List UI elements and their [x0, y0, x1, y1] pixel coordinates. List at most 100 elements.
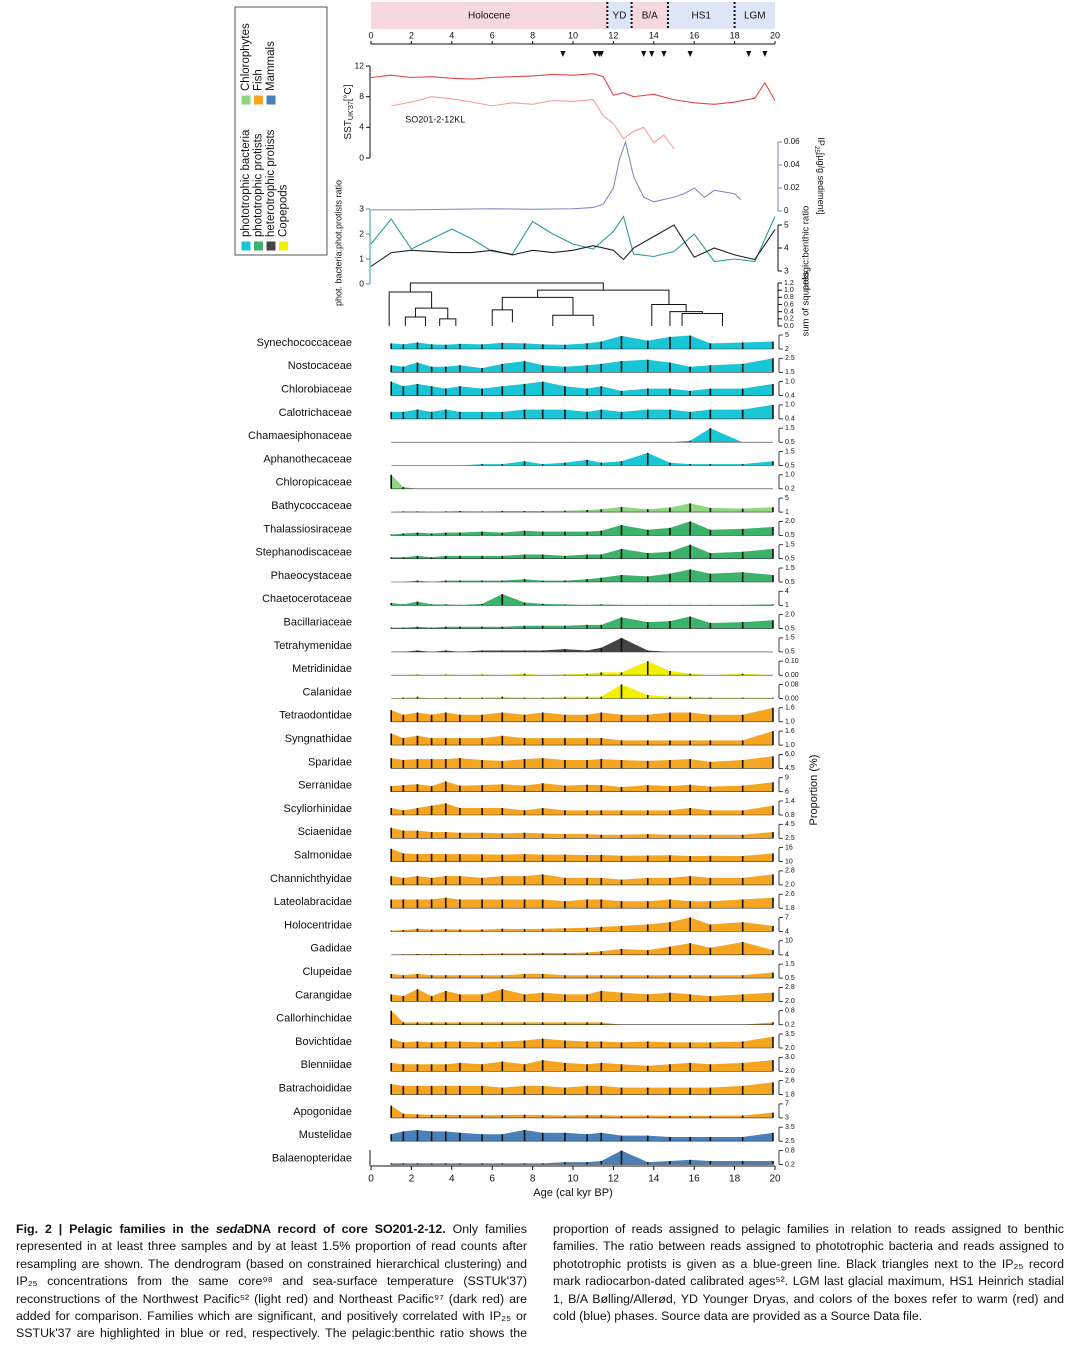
family-area [391, 616, 773, 629]
family-label: Serranidae [298, 780, 352, 792]
family-label: Tetraodontidae [279, 710, 352, 722]
scale-label: 1 [785, 602, 789, 609]
axis-label: IP25[µg/g sediment] [813, 137, 826, 214]
axis-label: phot. bacteria:phot.protists ratio [333, 180, 343, 306]
scale-label: 0.10 [785, 658, 799, 665]
scale-label: 4 [785, 588, 789, 595]
y-tick-label: 0.2 [784, 316, 794, 323]
scale-label: 0.08 [785, 681, 799, 688]
scale-label: 1.0 [785, 378, 795, 385]
scale-label: 2.0 [785, 882, 795, 889]
dated-age-triangle [598, 51, 604, 57]
family-label: Apogonidae [293, 1106, 352, 1118]
family-label: Syngnathidae [285, 733, 352, 745]
y-tick-label: 0 [359, 152, 364, 162]
family-label: Chamaesiphonaceae [248, 430, 352, 442]
scale-label: 1 [785, 509, 789, 516]
scale-label: 0.8 [785, 812, 795, 819]
scale-label: 16 [785, 844, 793, 851]
family-label: Nostocaceae [288, 360, 352, 372]
scale-label: 2.5 [785, 835, 795, 842]
period-label: B/A [642, 11, 658, 22]
axis-label-part: IP [816, 137, 826, 146]
scale-label: 2.5 [785, 355, 795, 362]
scale-label: 0.5 [785, 579, 795, 586]
scale-label: 6.0 [785, 751, 795, 758]
family-label: Chaetocerotaceae [262, 593, 352, 605]
y-tick-label: 0.8 [784, 294, 794, 301]
scale-label: 2.5 [785, 1138, 795, 1145]
scale-label: 4 [785, 928, 789, 935]
family-label: Tetrahymenidae [274, 640, 352, 652]
axis-label-sub: 25 [813, 146, 820, 154]
top-tick-label: 6 [490, 30, 495, 40]
dendrogram-link [669, 311, 703, 326]
y-tick-label: 3 [784, 265, 789, 275]
y-tick-label: 4 [784, 242, 789, 252]
family-label: Lateolabracidae [274, 896, 352, 908]
scale-label: 3.5 [785, 1124, 795, 1131]
top-tick-label: 8 [530, 30, 535, 40]
family-area [391, 428, 773, 443]
scale-label: 1.4 [785, 798, 795, 805]
scale-label: 0.00 [785, 672, 799, 679]
legend-label: Copepods [278, 184, 290, 237]
dated-age-triangle [762, 51, 768, 57]
family-area [391, 707, 773, 722]
scale-label: 0.2 [785, 1161, 795, 1168]
scale-label: 4.5 [785, 821, 795, 828]
family-area [391, 358, 773, 373]
dendrogram-link [501, 296, 574, 316]
scale-label: 1.8 [785, 905, 795, 912]
dendrogram-link [537, 289, 670, 305]
scale-label: 0.2 [785, 1022, 795, 1029]
family-label: Bathycoccaceae [271, 500, 352, 512]
x-tick-label: 6 [489, 1174, 495, 1185]
scale-label: 0.5 [785, 556, 795, 563]
y-tick-label: 5 [784, 219, 789, 229]
scale-label: 0.2 [785, 486, 795, 493]
period-box [607, 2, 632, 29]
scale-label: 2.0 [785, 998, 795, 1005]
x-tick-label: 0 [368, 1174, 374, 1185]
dendrogram-link [439, 318, 457, 326]
dendrogram-link [552, 314, 594, 326]
x-tick-label: 20 [769, 1174, 781, 1185]
family-label: Balaenopteridae [272, 1152, 352, 1164]
dendrogram-link [651, 304, 687, 326]
legend-swatch [266, 95, 276, 105]
scale-label: 9 [785, 775, 789, 782]
scale-label: 2.0 [785, 1045, 795, 1052]
y-tick-label: 1.2 [784, 280, 794, 287]
scale-label: 1.6 [785, 728, 795, 735]
figure: phototrophic bacteria phototrophic protis… [234, 2, 826, 1199]
family-area [391, 1082, 773, 1095]
scale-label: 1.5 [785, 565, 795, 572]
family-label: Holocentridae [284, 919, 352, 931]
legend-swatch [254, 95, 263, 105]
family-label: Stephanodiscaceae [255, 547, 352, 559]
scale-label: 2.0 [785, 611, 795, 618]
family-label: Blenniidae [301, 1059, 352, 1071]
ip25-line [371, 140, 742, 211]
caption-title-b: DNA record of core SO201-2-12. [244, 1222, 446, 1236]
top-tick-label: 18 [730, 30, 740, 40]
y-tick-label: 0 [359, 278, 364, 288]
family-area [391, 941, 773, 955]
scale-label: 2.6 [785, 1077, 795, 1084]
top-tick-label: 4 [449, 30, 454, 40]
family-area [391, 1010, 773, 1025]
family-label: Mustelidae [299, 1129, 352, 1141]
family-area [391, 874, 773, 885]
family-area [391, 756, 773, 769]
period-label: LGM [744, 11, 766, 22]
scale-label: 0.5 [785, 532, 795, 539]
family-label: Sciaenidae [298, 826, 352, 838]
scale-label: 7 [785, 914, 789, 921]
scale-label: 2 [785, 346, 789, 353]
legend-label: Fish [253, 69, 265, 91]
family-area [391, 684, 773, 699]
caption-title-a: Fig. 2 | Pelagic families in the [16, 1222, 216, 1236]
top-tick-label: 16 [689, 30, 699, 40]
scale-label: 4.5 [785, 765, 795, 772]
